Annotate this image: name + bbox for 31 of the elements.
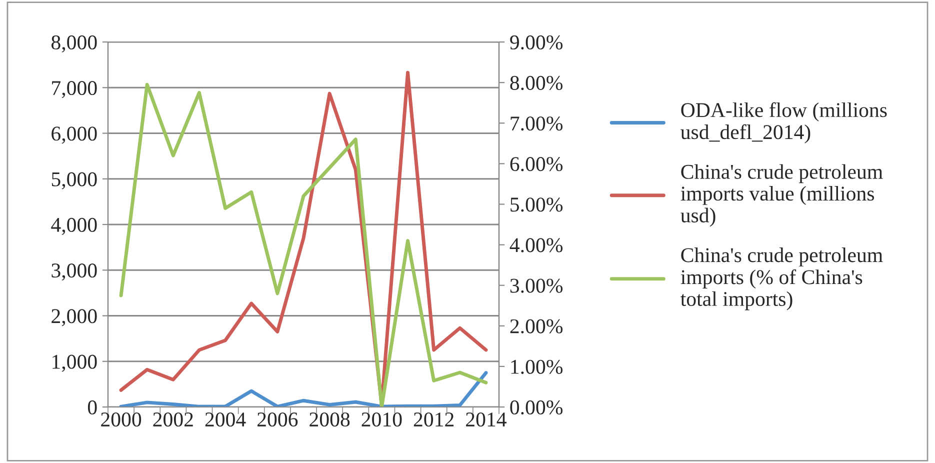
x-tick-label: 2004 <box>205 412 246 427</box>
y-tick-label: 1,000 <box>52 354 97 372</box>
x-tick-label: 2002 <box>153 412 193 427</box>
legend-label: China's crude petroleum imports (% of China's total imports) <box>680 248 883 310</box>
y-tick-label: 0 <box>88 400 97 414</box>
y-tick-label: 7,000 <box>52 81 97 98</box>
x-tick-label: 2008 <box>310 412 350 427</box>
y-tick-label: 3,000 <box>52 264 97 281</box>
x-tick-label: 2014 <box>466 412 506 427</box>
y-tick-label: 4,000 <box>51 218 97 235</box>
y2-tick-label: 4.00% <box>510 238 563 252</box>
legend-label: ODA-like flow (millions usd_defl_2014) <box>680 102 887 144</box>
y-tick-label: 5,000 <box>52 172 97 190</box>
y2-tick-label: 5.00% <box>510 198 563 212</box>
y2-tick-label: 8.00% <box>510 76 563 90</box>
x-tick-label: 2000 <box>101 412 142 427</box>
y-tick-label: 8,000 <box>52 35 97 52</box>
y2-tick-label: 9.00% <box>510 35 563 50</box>
line-series <box>119 371 488 407</box>
y2-tick-label: 6.00% <box>510 157 563 172</box>
y2-tick-label: 0.00% <box>510 400 563 415</box>
y-tick-label: 2,000 <box>52 309 97 326</box>
x-tick-label: 2006 <box>258 412 298 427</box>
y2-tick-label: 7.00% <box>510 116 563 131</box>
x-tick-label: 2012 <box>414 412 454 427</box>
y2-tick-label: 2.00% <box>510 319 563 334</box>
y2-tick-label: 3.00% <box>510 278 563 293</box>
y2-tick-label: 1.00% <box>511 360 563 374</box>
x-tick-label: 2010 <box>362 412 402 427</box>
y-tick-label: 6,000 <box>52 126 97 144</box>
legend-label: China's crude petroleum imports value (millions usd) <box>680 164 883 227</box>
